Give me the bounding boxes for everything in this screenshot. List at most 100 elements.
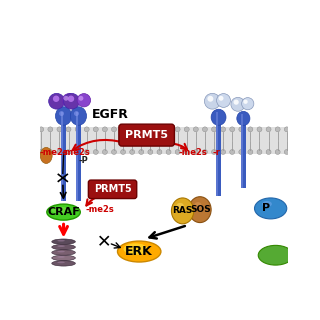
- Ellipse shape: [59, 111, 64, 116]
- Ellipse shape: [55, 107, 72, 125]
- Ellipse shape: [194, 202, 202, 208]
- Circle shape: [75, 127, 80, 132]
- FancyBboxPatch shape: [61, 112, 63, 201]
- Circle shape: [64, 93, 79, 109]
- Ellipse shape: [70, 107, 86, 125]
- Circle shape: [111, 127, 116, 132]
- Ellipse shape: [52, 250, 75, 255]
- Circle shape: [77, 93, 91, 107]
- Text: -r: -r: [212, 148, 220, 157]
- Ellipse shape: [57, 251, 65, 252]
- Circle shape: [166, 127, 171, 132]
- FancyBboxPatch shape: [241, 114, 246, 188]
- Circle shape: [284, 127, 289, 132]
- Circle shape: [66, 149, 71, 155]
- Ellipse shape: [258, 245, 293, 265]
- Ellipse shape: [237, 111, 250, 125]
- Ellipse shape: [52, 206, 68, 214]
- FancyBboxPatch shape: [76, 112, 81, 201]
- Circle shape: [175, 127, 180, 132]
- Text: -P: -P: [78, 156, 88, 165]
- Circle shape: [219, 96, 223, 101]
- Ellipse shape: [57, 256, 65, 258]
- Ellipse shape: [57, 245, 65, 247]
- Circle shape: [49, 93, 65, 109]
- Ellipse shape: [211, 109, 226, 125]
- Ellipse shape: [124, 243, 148, 255]
- Circle shape: [121, 149, 125, 155]
- Circle shape: [220, 127, 226, 132]
- Circle shape: [266, 149, 271, 155]
- Text: PRMT5: PRMT5: [94, 184, 132, 194]
- Ellipse shape: [52, 244, 75, 250]
- Circle shape: [184, 149, 189, 155]
- Circle shape: [130, 127, 135, 132]
- FancyBboxPatch shape: [88, 180, 137, 198]
- Circle shape: [157, 149, 162, 155]
- Circle shape: [121, 127, 125, 132]
- Text: CRAF: CRAF: [47, 207, 80, 217]
- Circle shape: [242, 98, 254, 110]
- Circle shape: [84, 127, 89, 132]
- Circle shape: [93, 149, 98, 155]
- Ellipse shape: [52, 255, 75, 261]
- Circle shape: [93, 127, 98, 132]
- Ellipse shape: [47, 204, 80, 220]
- Ellipse shape: [176, 203, 184, 209]
- Circle shape: [217, 93, 230, 108]
- Circle shape: [231, 97, 245, 111]
- Circle shape: [248, 149, 253, 155]
- Circle shape: [193, 127, 198, 132]
- Circle shape: [257, 127, 262, 132]
- Circle shape: [84, 149, 89, 155]
- Circle shape: [239, 127, 244, 132]
- Ellipse shape: [57, 261, 65, 263]
- Ellipse shape: [172, 198, 194, 224]
- Text: ERK: ERK: [125, 245, 153, 258]
- Circle shape: [57, 127, 62, 132]
- FancyBboxPatch shape: [119, 124, 174, 146]
- Circle shape: [284, 149, 289, 155]
- Circle shape: [48, 127, 53, 132]
- Circle shape: [243, 100, 248, 104]
- Text: RAS: RAS: [172, 206, 192, 215]
- Circle shape: [139, 149, 144, 155]
- Text: P: P: [262, 204, 270, 213]
- Text: -me2s: -me2s: [61, 148, 90, 157]
- Circle shape: [48, 149, 53, 155]
- Circle shape: [266, 127, 271, 132]
- Circle shape: [148, 127, 153, 132]
- Circle shape: [75, 149, 80, 155]
- Text: -me2s: -me2s: [86, 205, 115, 214]
- FancyBboxPatch shape: [241, 114, 243, 188]
- Ellipse shape: [74, 111, 79, 116]
- Circle shape: [193, 149, 198, 155]
- Circle shape: [39, 149, 44, 155]
- Circle shape: [212, 127, 217, 132]
- Circle shape: [212, 149, 217, 155]
- Circle shape: [184, 127, 189, 132]
- Circle shape: [64, 96, 68, 101]
- Circle shape: [78, 96, 84, 101]
- Circle shape: [203, 149, 207, 155]
- Circle shape: [66, 127, 71, 132]
- FancyBboxPatch shape: [76, 112, 78, 201]
- Ellipse shape: [254, 198, 287, 219]
- Circle shape: [57, 149, 62, 155]
- Circle shape: [275, 149, 280, 155]
- Ellipse shape: [52, 261, 75, 266]
- Ellipse shape: [57, 240, 65, 242]
- Circle shape: [207, 96, 213, 102]
- Circle shape: [166, 149, 171, 155]
- Text: SOS: SOS: [191, 205, 212, 214]
- Bar: [40, 127, 288, 154]
- Circle shape: [130, 149, 135, 155]
- Circle shape: [102, 127, 108, 132]
- FancyBboxPatch shape: [216, 112, 221, 196]
- Circle shape: [68, 96, 74, 102]
- Ellipse shape: [52, 239, 75, 244]
- Ellipse shape: [262, 201, 272, 207]
- Circle shape: [239, 149, 244, 155]
- Ellipse shape: [40, 148, 52, 164]
- Text: EGFR: EGFR: [92, 108, 129, 121]
